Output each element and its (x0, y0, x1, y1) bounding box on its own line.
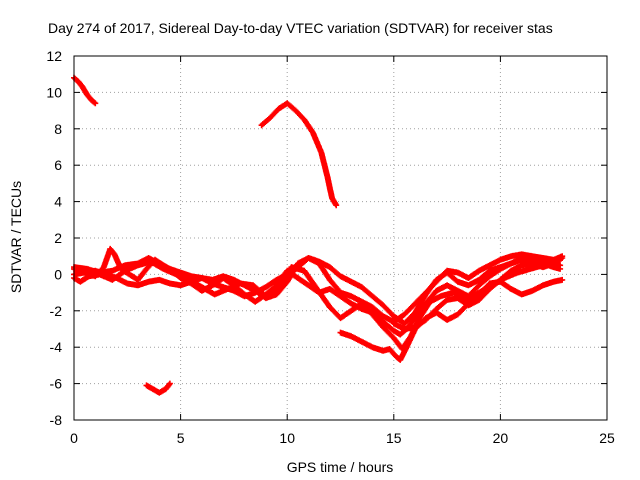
y-tick-label: -6 (50, 376, 63, 392)
y-tick-label: -8 (50, 412, 63, 428)
grid (74, 56, 607, 420)
y-axis-label: SDTVAR / TECUs (8, 181, 24, 293)
y-tick-labels: -8 -6 -4 -2 0 2 4 6 8 10 12 (46, 48, 62, 428)
y-tick-label: -2 (50, 303, 63, 319)
x-tick-label: 10 (279, 430, 295, 446)
x-tick-label: 20 (493, 430, 509, 446)
y-tick-label: 10 (46, 84, 62, 100)
x-tick-label: 5 (177, 430, 185, 446)
series-arc-9 (390, 255, 566, 332)
series-markers-arc-9 (390, 255, 566, 332)
plot-frame (73, 55, 608, 421)
y-tick-label: 12 (46, 48, 62, 64)
y-tick-label: 4 (54, 194, 62, 210)
data-series (71, 74, 566, 396)
series-markers-arc-2 (258, 100, 340, 209)
series-arc-3 (143, 380, 173, 396)
tick-marks (73, 55, 608, 421)
y-tick-label: -4 (50, 339, 63, 355)
chart-title: Day 274 of 2017, Sidereal Day-to-day VTE… (48, 20, 553, 36)
y-tick-label: 8 (54, 121, 62, 137)
x-tick-label: 15 (386, 430, 402, 446)
series-arc-2 (258, 100, 340, 209)
series-markers-arc-1 (71, 74, 99, 107)
x-axis-label: GPS time / hours (287, 459, 394, 475)
x-tick-label: 25 (599, 430, 615, 446)
y-tick-label: 6 (54, 157, 62, 173)
y-tick-label: 0 (54, 266, 62, 282)
x-tick-label: 0 (70, 430, 78, 446)
series-arc-1 (71, 74, 99, 107)
series-markers-arc-3 (143, 380, 173, 396)
x-tick-labels: 0 5 10 15 20 25 (70, 430, 615, 446)
y-tick-label: 2 (54, 230, 62, 246)
